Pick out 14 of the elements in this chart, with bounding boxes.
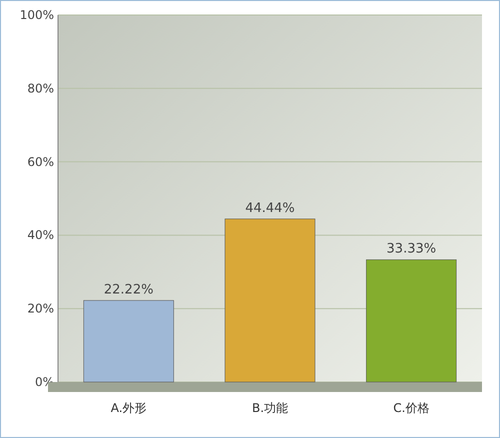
y-tick-label: 40% xyxy=(27,228,54,242)
y-tick-label: 20% xyxy=(27,302,54,316)
y-tick-label: 80% xyxy=(27,81,54,96)
x-tick-label: B.功能 xyxy=(252,401,288,415)
bar xyxy=(224,218,316,382)
y-tick-label: 100% xyxy=(20,8,54,22)
data-label: 44.44% xyxy=(245,200,295,216)
data-label: 33.33% xyxy=(386,242,436,257)
bar xyxy=(366,259,457,382)
data-label: 22.22% xyxy=(104,282,154,298)
bar xyxy=(83,300,174,382)
x-tick-label: C.价格 xyxy=(393,401,430,415)
x-tick-label: A.外形 xyxy=(110,401,147,415)
y-tick-label: 60% xyxy=(27,154,54,169)
